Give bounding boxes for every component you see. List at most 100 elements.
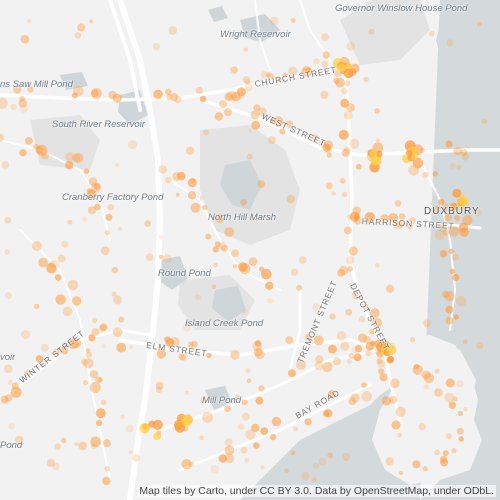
heat-dot [326,152,332,158]
heat-dot [105,213,113,221]
heat-dot [252,341,263,351]
heat-hotspot [152,419,163,430]
heat-dot [331,191,336,196]
heat-dot [254,349,265,360]
heat-dot [346,41,356,51]
heat-dot [369,329,375,335]
heat-dot [81,358,88,366]
heat-dot [118,316,125,323]
heat-dot [10,103,17,111]
heat-dot [98,324,106,332]
heat-dot [240,446,248,454]
heat-dot [293,426,299,432]
heat-dot [437,222,448,233]
heat-dot [421,370,431,380]
heat-dot [286,194,296,204]
heat-dot [358,316,366,323]
heat-dot [338,129,349,140]
heat-dot [104,230,110,236]
heat-dot [476,341,484,350]
heat-dot [269,118,276,124]
heat-dot [322,143,331,152]
heat-dot [19,96,25,102]
heat-dot [95,408,106,419]
heat-dot [279,128,286,135]
heat-dot [62,306,73,317]
heat-dot [324,409,333,418]
heat-dot [100,246,110,256]
heat-dot [255,396,264,405]
heat-dot [59,346,69,355]
heat-dot [73,85,84,97]
heat-dot [346,256,355,265]
heat-dot [158,165,168,174]
heat-dot [224,445,235,456]
heat-dot [313,462,319,469]
heat-dot [162,254,172,263]
label-pond-left: Pond [0,440,23,451]
heat-dot [273,116,284,127]
heat-dot [91,182,102,193]
heat-dot [473,208,482,217]
heat-dot [337,268,345,277]
heat-dot [451,448,457,454]
heat-dot [224,227,235,238]
heat-dot [434,388,443,397]
heat-dot [24,137,33,145]
heat-dot [311,477,317,483]
heat-dot [67,338,79,349]
heat-dot [153,89,163,100]
heat-dot [346,103,356,112]
heat-dot [385,457,394,466]
heat-dot [87,189,97,199]
heat-dot [18,99,28,108]
heat-dot [371,317,383,328]
heat-dot [305,333,312,341]
label-saw-mill-pond: ns Saw Mill Pond [0,79,73,90]
heat-dot [82,379,89,386]
heat-dot [288,369,296,378]
heat-dot [423,384,429,390]
heat-dot [202,205,208,211]
heat-dot [313,335,324,346]
heat-dot [363,336,371,344]
heat-dot [369,340,376,347]
heat-dot [53,351,60,358]
heat-dot [238,262,248,272]
heat-dot [460,149,468,156]
heat-dot [339,177,346,184]
heat-dot [481,118,488,125]
heat-hotspot [449,202,458,211]
heat-dot [82,217,88,223]
heat-dot [269,433,277,441]
heat-dot [304,418,312,426]
heat-dot [101,343,107,349]
heat-dot [100,399,107,406]
heat-dot [83,168,90,175]
heat-dot [446,39,454,47]
heat-dot [243,47,248,53]
heat-dot [423,319,431,328]
heat-dot [320,90,329,99]
heat-hotspot [386,345,397,355]
heat-dot [107,204,114,211]
heat-dot [14,435,24,445]
heat-dot [372,142,384,154]
heat-dot [363,76,369,83]
heat-dot [74,32,82,39]
heat-dot [445,305,454,314]
heat-dot [88,334,96,342]
heat-dot [364,212,376,223]
heat-dot [4,249,11,255]
heat-dot [284,468,289,474]
heat-dot [461,152,470,161]
heat-dot [155,386,163,393]
heat-dot [117,226,123,231]
heat-dot [327,452,334,459]
heat-dot [212,246,219,253]
heat-dot [391,420,401,430]
heat-dot [46,458,56,467]
heat-dot [3,364,13,374]
heat-dot [242,76,251,85]
